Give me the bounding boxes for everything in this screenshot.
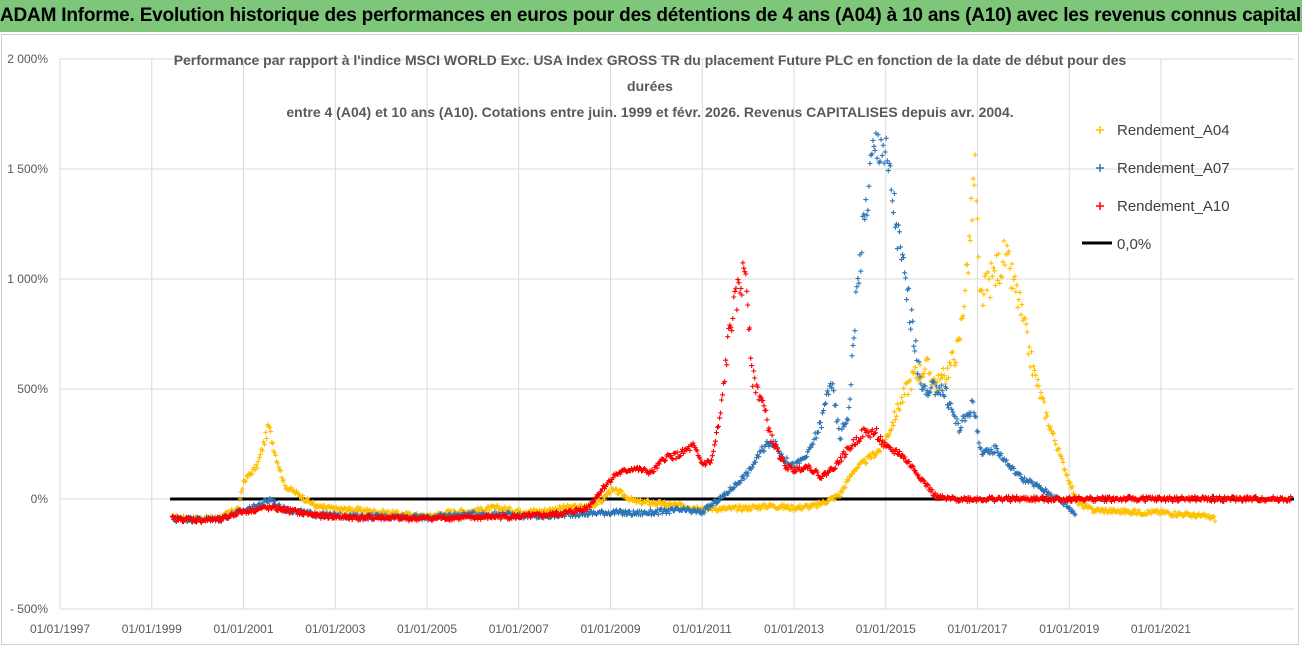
- chart-title-line-2: durées: [627, 78, 673, 94]
- series-markers: [169, 260, 1294, 525]
- chart-frame: Performance par rapport à l'indice MSCI …: [1, 34, 1299, 645]
- x-tick-label: 01/01/1999: [122, 622, 182, 636]
- chart-title: Performance par rapport à l'indice MSCI …: [174, 52, 1127, 120]
- chart-legend: Rendement_A04 Rendement_A07 Rendement_A10 0…: [1082, 122, 1230, 253]
- performance-chart: Performance par rapport à l'indice MSCI …: [7, 52, 1294, 636]
- series-layer: [169, 130, 1294, 525]
- legend-label: 0,0%: [1117, 236, 1151, 253]
- legend-label: Rendement_A04: [1117, 122, 1230, 139]
- x-tick-label: 01/01/2015: [856, 622, 916, 636]
- legend-item-Rendement_A04: Rendement_A04: [1096, 122, 1230, 139]
- x-tick-label: 01/01/2011: [673, 622, 732, 636]
- x-tick-label: 01/01/2001: [213, 622, 273, 636]
- series-markers: [169, 130, 1078, 525]
- y-tick-label: - 500%: [10, 602, 48, 616]
- axis-labels: 2 000% 1 500% 1 000% 500% 0% - 500% 01/01/1997…: [7, 52, 1191, 636]
- legend-item-Rendement_A07: Rendement_A07: [1096, 160, 1230, 177]
- legend-item-Rendement_A10: Rendement_A10: [1096, 198, 1230, 215]
- report-banner: ADAM Informe. Evolution historique des p…: [0, 0, 1302, 32]
- grid-layer: [59, 58, 1294, 610]
- x-tick-label: 01/01/1997: [30, 622, 90, 636]
- x-tick-label: 01/01/2003: [305, 622, 365, 636]
- series-Rendement_A10: [169, 260, 1294, 525]
- x-tick-label: 01/01/2017: [947, 622, 1007, 636]
- legend-item-zero: 0,0%: [1082, 236, 1151, 253]
- x-tick-label: 01/01/2021: [1131, 622, 1191, 636]
- chart-title-line-3: entre 4 (A04) et 10 ans (A10). Cotations…: [286, 104, 1013, 120]
- legend-marker: [1096, 202, 1104, 210]
- legend-marker: [1096, 126, 1104, 134]
- legend-label: Rendement_A07: [1117, 160, 1230, 177]
- y-tick-label: 2 000%: [7, 52, 48, 66]
- x-tick-label: 01/01/2009: [580, 622, 640, 636]
- y-tick-label: 0%: [31, 492, 49, 506]
- x-tick-label: 01/01/2013: [764, 622, 824, 636]
- x-tick-label: 01/01/2005: [397, 622, 457, 636]
- legend-marker: [1096, 164, 1104, 172]
- y-tick-label: 1 500%: [7, 162, 48, 176]
- chart-title-line-1: Performance par rapport à l'indice MSCI …: [174, 52, 1127, 68]
- y-tick-label: 1 000%: [7, 272, 48, 286]
- series-markers: [169, 152, 1218, 524]
- y-tick-label: 500%: [17, 382, 48, 396]
- x-tick-label: 01/01/2019: [1039, 622, 1099, 636]
- series-Rendement_A04: [169, 152, 1218, 524]
- series-Rendement_A07: [169, 130, 1078, 525]
- legend-label: Rendement_A10: [1117, 198, 1230, 215]
- x-tick-label: 01/01/2007: [489, 622, 549, 636]
